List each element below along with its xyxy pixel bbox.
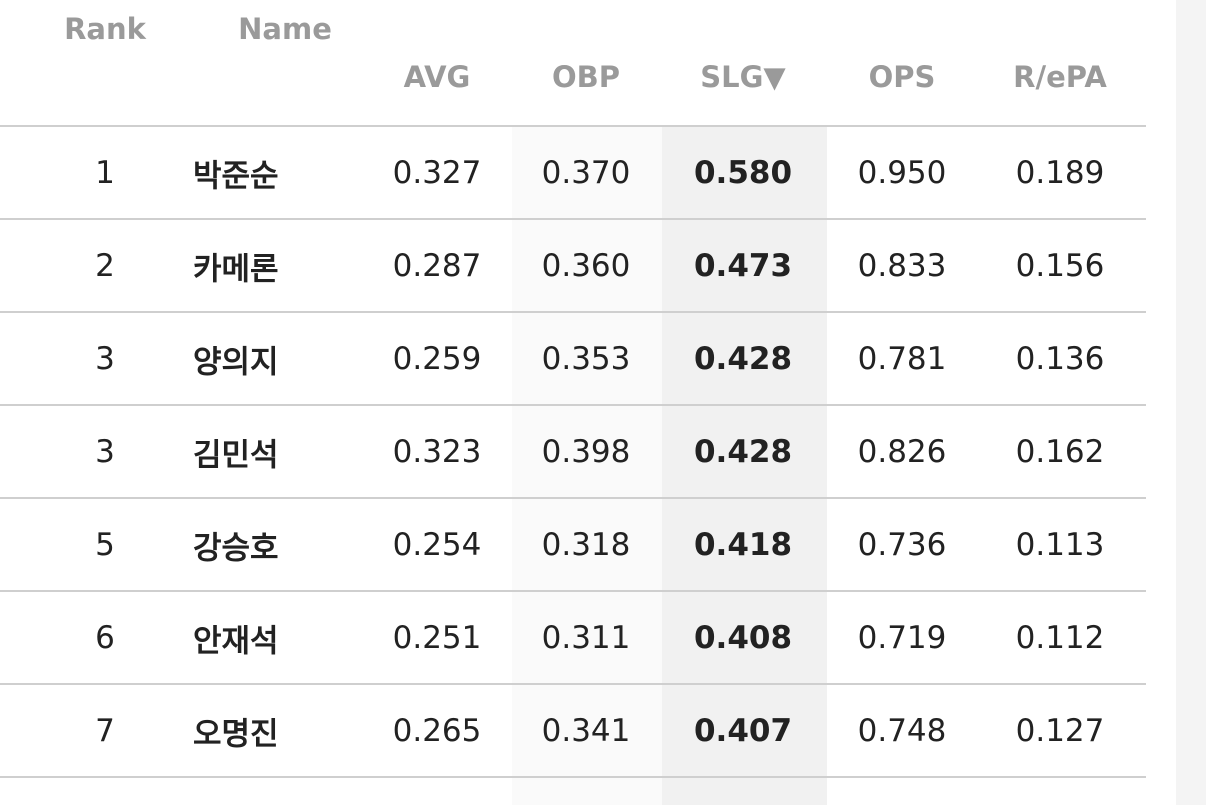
player-name: 김민석 [193, 437, 279, 473]
rank: 7 [95, 712, 115, 749]
stat-value: 0.719 [857, 619, 947, 656]
player-name: 안재석 [193, 623, 279, 659]
column-header[interactable]: OPS [868, 60, 936, 94]
stat-value: 0.287 [392, 247, 482, 284]
scroll-edge [1176, 0, 1206, 805]
stat-value: 0.360 [541, 247, 631, 284]
column-header[interactable]: OBP [551, 60, 621, 94]
stat-value: 0.156 [1015, 247, 1105, 284]
row-rule [0, 218, 1146, 220]
stat-value: 0.370 [541, 154, 631, 191]
rank: 3 [95, 340, 115, 377]
stat-value: 0.408 [693, 619, 793, 656]
stat-value: 0.318 [541, 526, 631, 563]
sorted-column-shade [662, 126, 827, 805]
stat-value: 0.580 [693, 154, 793, 191]
stat-value: 0.428 [693, 340, 793, 377]
column-header[interactable]: R/ePA [1013, 60, 1107, 94]
stat-value: 0.748 [857, 712, 947, 749]
column-header[interactable]: Rank [64, 12, 146, 46]
player-name: 박준순 [193, 158, 279, 194]
rank: 3 [95, 433, 115, 470]
rank: 1 [95, 154, 115, 191]
stat-value: 0.136 [1015, 340, 1105, 377]
stat-value: 0.736 [857, 526, 947, 563]
stat-value: 0.781 [857, 340, 947, 377]
column-header[interactable]: Name [238, 12, 332, 46]
header-rule [0, 125, 1146, 127]
stat-value: 0.311 [541, 619, 631, 656]
stat-value: 0.398 [541, 433, 631, 470]
player-name: 오명진 [193, 716, 279, 752]
row-rule [0, 683, 1146, 685]
stat-value: 0.254 [392, 526, 482, 563]
stat-value: 0.353 [541, 340, 631, 377]
stat-value: 0.189 [1015, 154, 1105, 191]
player-name: 양의지 [193, 344, 279, 380]
row-rule [0, 497, 1146, 499]
stat-value: 0.826 [857, 433, 947, 470]
column-shade [512, 126, 662, 805]
stat-value: 0.950 [857, 154, 947, 191]
row-rule [0, 776, 1146, 778]
stat-value: 0.162 [1015, 433, 1105, 470]
stat-value: 0.323 [392, 433, 482, 470]
stat-value: 0.418 [693, 526, 793, 563]
stat-value: 0.473 [693, 247, 793, 284]
stat-value: 0.251 [392, 619, 482, 656]
rank: 6 [95, 619, 115, 656]
stat-value: 0.341 [541, 712, 631, 749]
stat-value: 0.265 [392, 712, 482, 749]
player-name: 강승호 [193, 530, 279, 566]
row-rule [0, 404, 1146, 406]
stat-value: 0.833 [857, 247, 947, 284]
stat-value: 0.113 [1015, 526, 1105, 563]
rank: 5 [95, 526, 115, 563]
column-header[interactable]: AVG [403, 60, 471, 94]
stat-value: 0.112 [1015, 619, 1105, 656]
stat-value: 0.259 [392, 340, 482, 377]
row-rule [0, 311, 1146, 313]
stat-value: 0.127 [1015, 712, 1105, 749]
column-header[interactable]: SLG▼ [700, 60, 786, 94]
stat-value: 0.407 [693, 712, 793, 749]
rank: 2 [95, 247, 115, 284]
row-rule [0, 590, 1146, 592]
stat-value: 0.428 [693, 433, 793, 470]
stat-value: 0.327 [392, 154, 482, 191]
player-name: 카메론 [193, 251, 279, 287]
